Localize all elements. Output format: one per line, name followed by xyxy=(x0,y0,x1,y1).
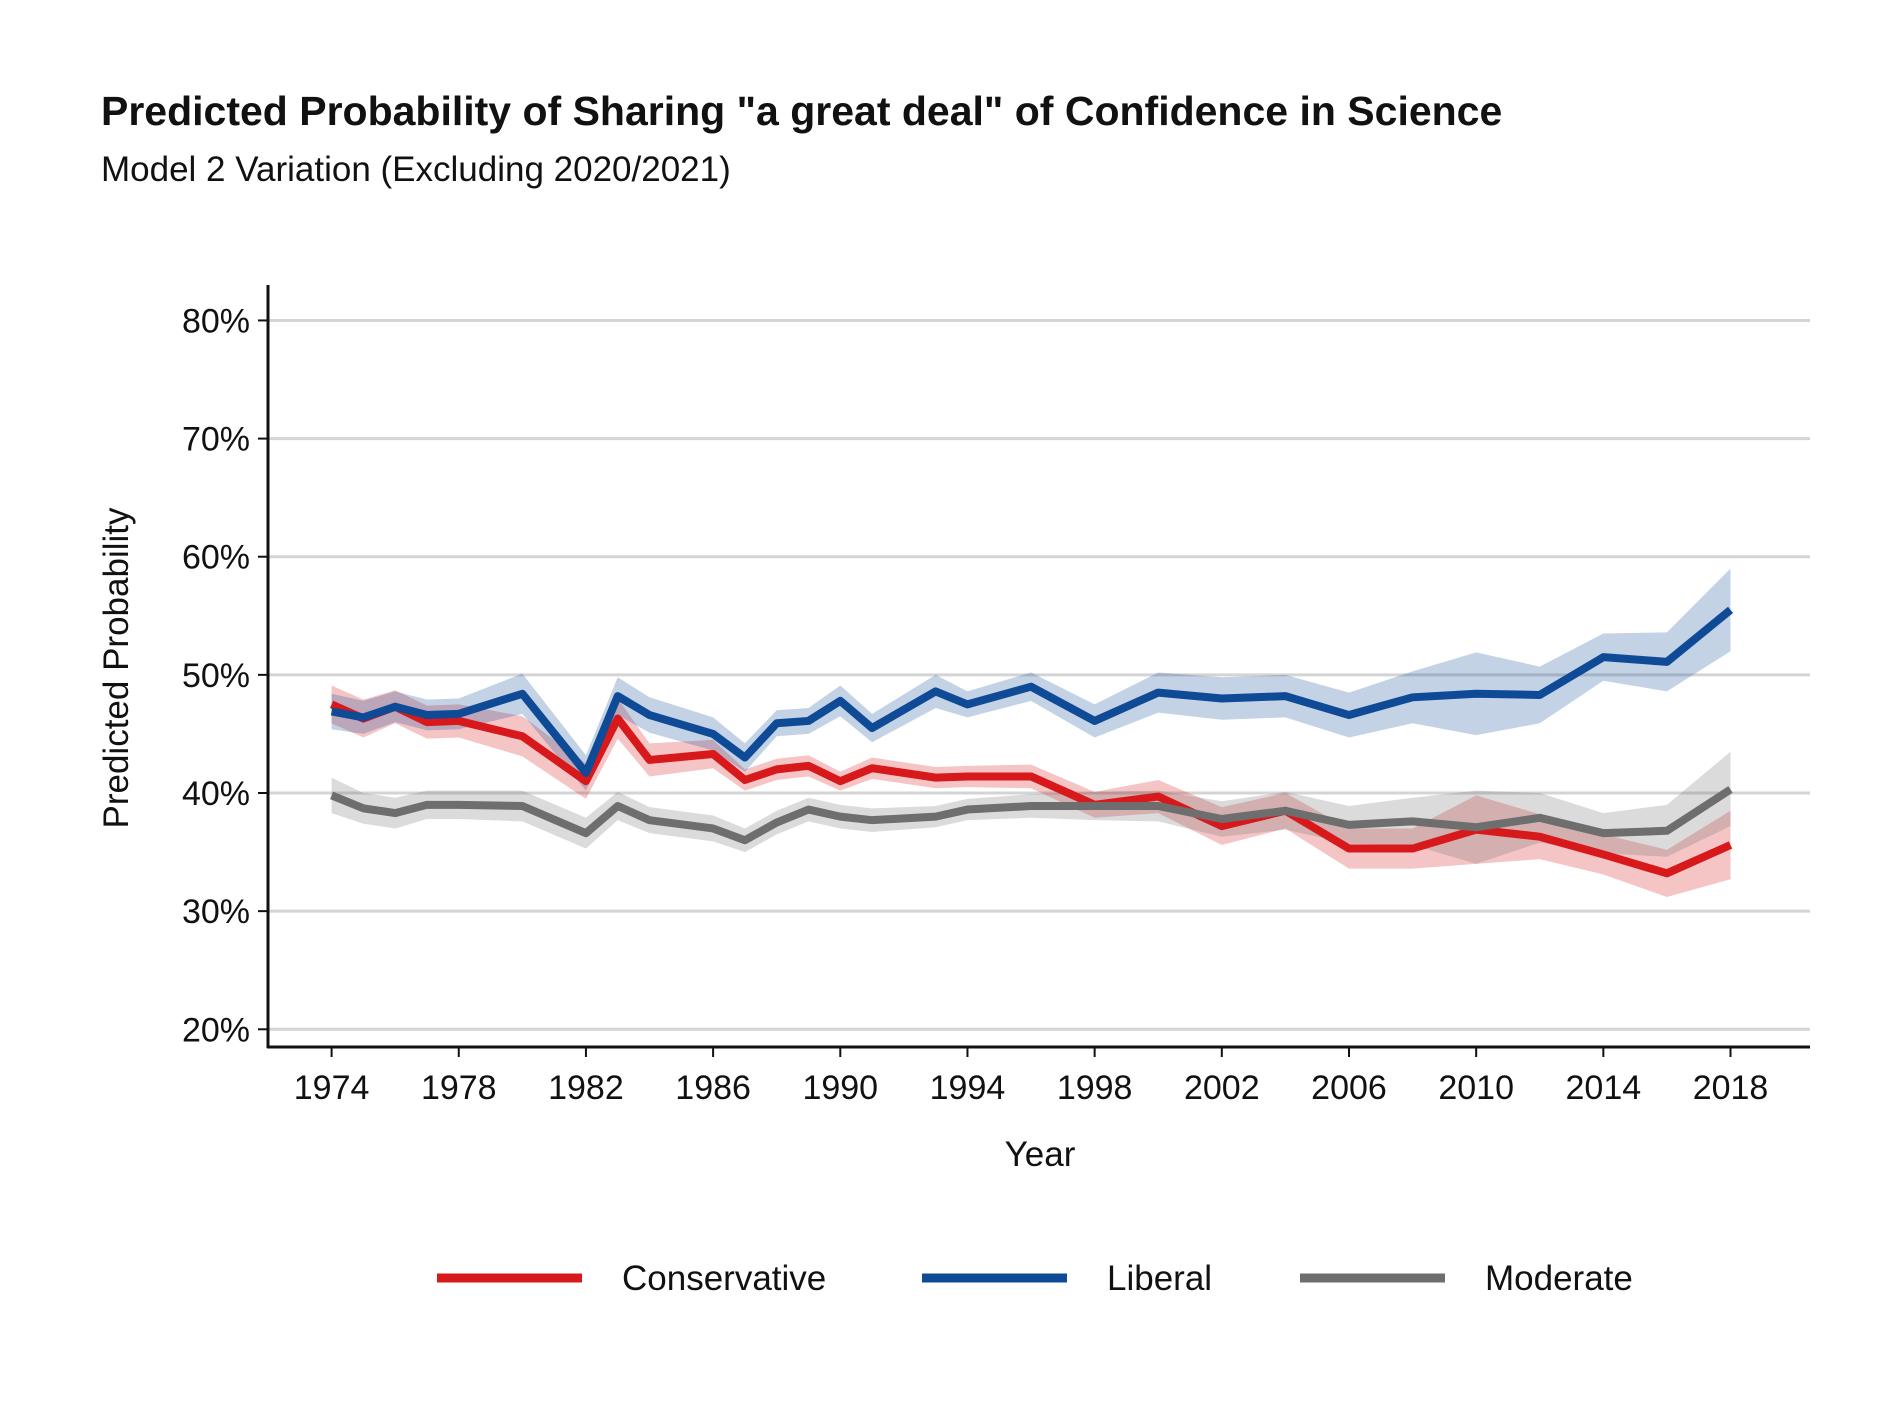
x-tick-label: 2002 xyxy=(1184,1069,1260,1107)
series-lines xyxy=(329,606,1734,878)
chart-subtitle: Model 2 Variation (Excluding 2020/2021) xyxy=(101,150,731,189)
y-tick-label: 30% xyxy=(182,893,250,931)
x-tick-label: 1994 xyxy=(930,1069,1006,1107)
x-tick-label: 1990 xyxy=(802,1069,878,1107)
x-tick-label: 1978 xyxy=(421,1069,497,1107)
x-axis-ticks: 1974 1978 1982 1986 1990 1994 1998 2002 2006 2010… xyxy=(294,1047,1769,1107)
x-axis-label: Year xyxy=(1005,1135,1076,1174)
line-liberal xyxy=(330,606,1734,777)
y-tick-label: 50% xyxy=(182,657,250,695)
gridlines xyxy=(268,318,1810,1031)
chart-title: Predicted Probability of Sharing "a grea… xyxy=(101,88,1503,134)
ribbon-liberal xyxy=(331,568,1731,791)
x-tick-label: 2018 xyxy=(1693,1069,1769,1107)
line-moderate xyxy=(330,786,1733,845)
ribbon-conservative xyxy=(331,685,1731,897)
legend-label-liberal: Liberal xyxy=(1107,1259,1212,1298)
y-tick-label: 40% xyxy=(182,775,250,813)
x-tick-label: 2014 xyxy=(1566,1069,1642,1107)
line-conservative xyxy=(329,700,1733,878)
y-tick-label: 70% xyxy=(182,421,250,459)
x-tick-label: 1982 xyxy=(548,1069,624,1107)
confidence-ribbons xyxy=(331,568,1731,897)
x-tick-label: 1986 xyxy=(675,1069,751,1107)
x-tick-label: 1974 xyxy=(294,1069,370,1107)
y-tick-label: 80% xyxy=(182,302,250,340)
y-axis-ticks: 20% 30% 40% 50% 60% 70% 80% xyxy=(182,302,268,1049)
y-axis-label: Predicted Probability xyxy=(97,507,136,828)
x-tick-label: 2010 xyxy=(1438,1069,1514,1107)
legend: Conservative Liberal Moderate xyxy=(437,1259,1633,1298)
axes xyxy=(266,285,1810,1049)
y-tick-label: 60% xyxy=(182,539,250,577)
legend-label-moderate: Moderate xyxy=(1485,1259,1633,1298)
y-tick-label: 20% xyxy=(182,1011,250,1049)
x-tick-label: 1998 xyxy=(1057,1069,1133,1107)
x-tick-label: 2006 xyxy=(1311,1069,1387,1107)
legend-label-conservative: Conservative xyxy=(622,1259,826,1298)
